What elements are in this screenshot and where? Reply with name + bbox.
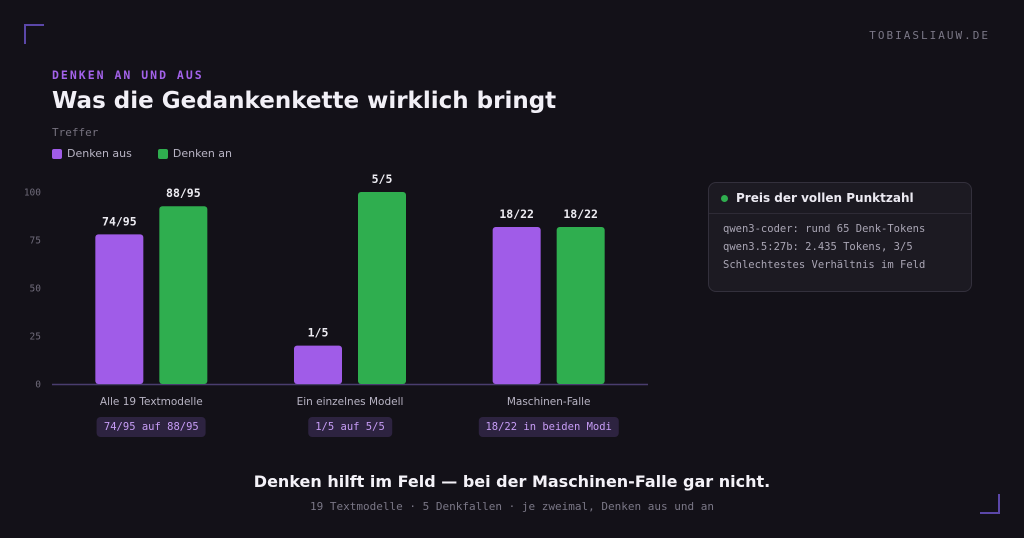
y-tick-label: 100: [24, 188, 41, 199]
bar-off: [95, 234, 144, 384]
corner-bracket-bottom-right: [980, 494, 1000, 514]
legend: Denken aus Denken an: [52, 147, 232, 160]
x-tick-label: Ein einzelnes Modell: [297, 396, 404, 408]
y-tick-label: 50: [30, 284, 42, 295]
bar-value-label: 18/22: [563, 207, 598, 221]
legend-swatch-on: [157, 148, 168, 159]
bar-on: [556, 226, 605, 384]
bar-value-label: 74/95: [102, 214, 137, 228]
kicker: DENKEN AN UND AUS: [52, 68, 204, 82]
info-card-line: Schlechtestes Verhältnis im Feld: [723, 259, 926, 271]
y-tick-label: 0: [35, 380, 41, 391]
category-note-pill: 1/5 auf 5/5: [308, 417, 392, 437]
legend-label-off: Denken aus: [67, 147, 132, 160]
category-note-pill: 18/22 in beiden Modi: [478, 417, 619, 437]
legend-label-on: Denken an: [172, 147, 233, 160]
category-note-pill: 74/95 auf 88/95: [96, 417, 206, 437]
status-dot-icon: [721, 194, 728, 202]
bar-off: [492, 226, 541, 384]
x-tick-label: Alle 19 Textmodelle: [100, 396, 203, 408]
info-card: Preis der vollen Punktzahl qwen3-coder: …: [708, 182, 972, 292]
info-card-divider: [709, 213, 971, 214]
info-card-header: Preis der vollen Punktzahl: [721, 191, 914, 205]
bar-value-label: 1/5: [308, 326, 329, 340]
bar-value-label: 88/95: [166, 186, 201, 200]
brand-label: TOBIASLIAUW.DE: [869, 29, 990, 42]
info-card-lines: qwen3-coder: rund 65 Denk-Tokens qwen3.5…: [723, 220, 925, 274]
bar-on: [358, 192, 406, 384]
legend-item-off: Denken aus: [52, 147, 132, 160]
bar-on: [159, 206, 208, 384]
x-tick-label: Maschinen-Falle: [507, 396, 591, 408]
chart-title: Was die Gedankenkette wirklich bringt: [52, 88, 557, 114]
corner-bracket-top-left: [24, 24, 44, 44]
info-card-title: Preis der vollen Punktzahl: [736, 191, 914, 205]
y-tick-label: 25: [30, 332, 41, 343]
info-card-line: qwen3.5:27b: 2.435 Tokens, 3/5: [723, 241, 913, 253]
y-tick-label: 75: [30, 236, 41, 247]
bar-value-label: 18/22: [499, 207, 534, 221]
bar-value-label: 5/5: [372, 172, 393, 186]
footnote: 19 Textmodelle · 5 Denkfallen · je zweim…: [310, 500, 714, 513]
legend-swatch-off: [52, 148, 62, 159]
y-axis-label: Treffer: [52, 126, 99, 139]
takeaway-text: Denken hilft im Feld — bei der Maschinen…: [253, 472, 771, 491]
info-card-line: qwen3-coder: rund 65 Denk-Tokens: [723, 223, 926, 235]
legend-item-on: Denken an: [157, 147, 233, 160]
bar-off: [294, 345, 342, 384]
